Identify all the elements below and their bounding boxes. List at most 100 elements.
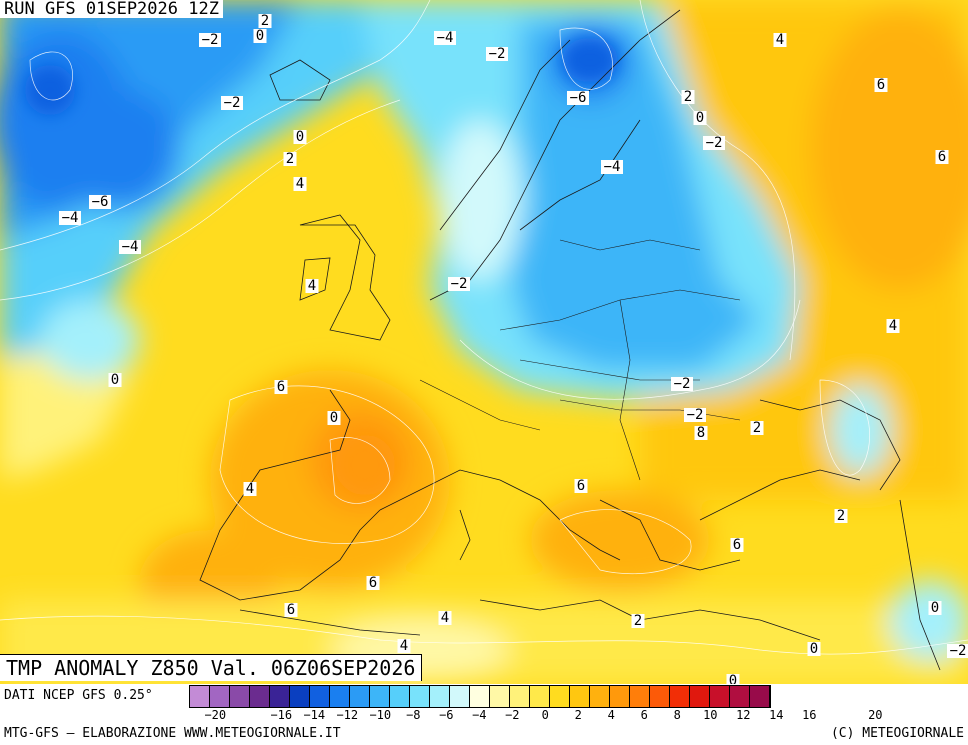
credit-text: MTG-GFS — ELABORAZIONE WWW.METEOGIORNALE… <box>4 726 341 741</box>
contour-label-bg <box>366 576 380 590</box>
colorbar-cell <box>470 686 490 707</box>
colorbar-cell <box>650 686 670 707</box>
colorbar-cell <box>530 686 550 707</box>
contour-label: 4 <box>296 176 304 192</box>
contour-label-bg <box>693 111 707 125</box>
contour-label: 2 <box>286 151 294 167</box>
contour-label-bg <box>750 421 764 435</box>
contour-label: 6 <box>938 149 946 165</box>
colorbar-cell <box>570 686 590 707</box>
contour-label: −6 <box>92 194 109 210</box>
colorbar-cell <box>490 686 510 707</box>
contour-label-bg <box>567 91 589 105</box>
contour-label: 4 <box>889 318 897 334</box>
contour-label: −6 <box>570 90 587 106</box>
colorbar-cell <box>750 686 770 707</box>
contour-label-bg <box>486 47 508 61</box>
contour-label-bg <box>293 130 307 144</box>
contour-label: 2 <box>684 89 692 105</box>
colorbar-tick-label: −2 <box>505 708 520 722</box>
anomaly-field-detail <box>25 38 618 495</box>
contour-label: 0 <box>296 129 304 145</box>
contour-label-bg <box>253 29 267 43</box>
copyright-text: (C) METEOGIORNALE <box>830 726 964 741</box>
colorbar-cell <box>610 686 630 707</box>
colorbar-cell <box>310 686 330 707</box>
colorbar-cell <box>270 686 290 707</box>
colorbar-tick-label: −4 <box>472 708 487 722</box>
colorbar-cell <box>690 686 710 707</box>
colorbar-cell <box>430 686 450 707</box>
contour-label: −2 <box>451 276 468 292</box>
contour-label-bg <box>199 33 221 47</box>
colorbar-tick-label: −6 <box>439 708 454 722</box>
colorbar-cell <box>730 686 750 707</box>
contour-label: 6 <box>577 478 585 494</box>
colorbar-cell <box>670 686 690 707</box>
contour-label-bg <box>574 479 588 493</box>
contour-label-bg <box>59 211 81 225</box>
contour-label-bg <box>438 611 452 625</box>
contour-label: 0 <box>931 600 939 616</box>
colorbar-cell <box>450 686 470 707</box>
colorbar-cell <box>250 686 270 707</box>
contour-label: 2 <box>261 13 269 29</box>
colorbar-cell <box>210 686 230 707</box>
contour-label-bg <box>947 644 968 658</box>
colorbar-tick-label: 20 <box>868 708 883 722</box>
anomaly-field-shading <box>0 0 968 684</box>
contour-label-bg <box>681 90 695 104</box>
coastlines <box>199 9 941 671</box>
contour-label: 6 <box>733 537 741 553</box>
contour-label: 6 <box>287 602 295 618</box>
colorbar-cell <box>290 686 310 707</box>
colorbar-cell <box>410 686 430 707</box>
country-borders <box>419 239 741 481</box>
contour-label: −2 <box>224 95 241 111</box>
map-title: TMP ANOMALY Z850 Val. 06Z06SEP2026 <box>0 654 423 681</box>
colorbar-cell <box>590 686 610 707</box>
contour-label-bg <box>119 240 141 254</box>
contour-label: 4 <box>776 32 784 48</box>
contour-label: 4 <box>246 481 254 497</box>
contour-lines <box>0 0 968 655</box>
contour-label: −2 <box>706 135 723 151</box>
colorbar-cell <box>190 686 210 707</box>
colorbar-tick-label: −14 <box>303 708 326 722</box>
contour-label: −4 <box>604 159 621 175</box>
contour-label: 0 <box>810 641 818 657</box>
colorbar-tick-label: −10 <box>369 708 392 722</box>
contour-label-bg <box>258 14 272 28</box>
contour-label: 2 <box>634 613 642 629</box>
colorbar-tick-label: 0 <box>541 708 549 722</box>
contour-label: 4 <box>441 610 449 626</box>
colorbar-cell <box>350 686 370 707</box>
contour-label-bg <box>730 538 744 552</box>
contour-label-bg <box>631 614 645 628</box>
color-scale-bar <box>189 685 771 708</box>
colorbar-cell <box>550 686 570 707</box>
contour-label: 0 <box>696 110 704 126</box>
contour-label: 4 <box>308 278 316 294</box>
colorbar-cell <box>710 686 730 707</box>
colorbar-tick-label: −8 <box>406 708 421 722</box>
contour-label-bg <box>284 603 298 617</box>
contour-label: 6 <box>369 575 377 591</box>
contour-label-bg <box>886 319 900 333</box>
contour-label-bg <box>601 160 623 174</box>
colorbar-tick-label: 2 <box>574 708 582 722</box>
colorbar-tick-label: 12 <box>736 708 751 722</box>
color-scale-ticks: −20 −16 −14 −12 −10 −8 −6 −4 −2 0 2 4 6 8 10 12 14 16 20 <box>189 708 968 724</box>
colorbar-tick-label: −20 <box>204 708 227 722</box>
colorbar-tick-label: 10 <box>703 708 718 722</box>
data-source-text: DATI NCEP GFS 0.25° <box>4 688 153 703</box>
colorbar-tick-label: 4 <box>607 708 615 722</box>
contour-label: −2 <box>674 376 691 392</box>
colorbar-cell <box>230 686 250 707</box>
contour-label-bg <box>221 96 243 110</box>
contour-label-bg <box>434 31 456 45</box>
contour-label-bg <box>726 674 740 684</box>
